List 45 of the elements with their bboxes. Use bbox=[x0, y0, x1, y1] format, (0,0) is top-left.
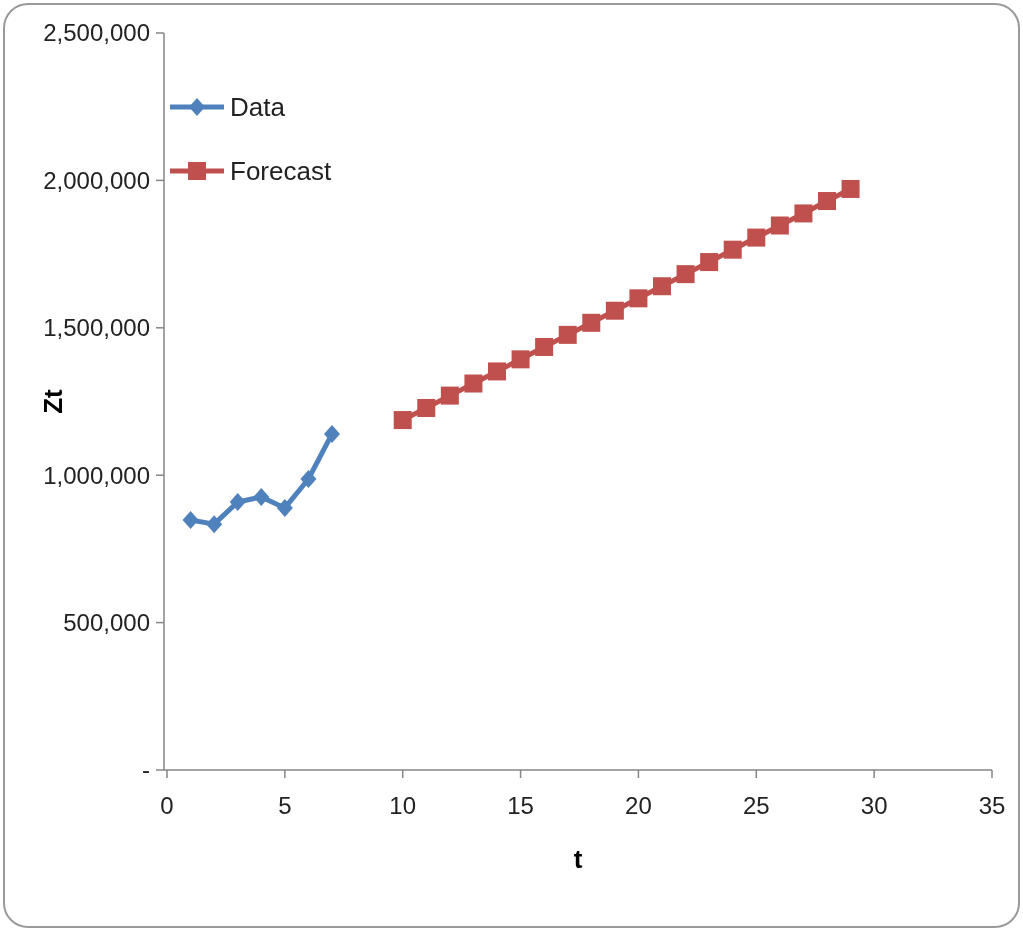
point bbox=[253, 488, 270, 507]
point bbox=[723, 240, 742, 259]
y-axis-title: Zt bbox=[38, 388, 68, 414]
legend-label: Forecast bbox=[230, 156, 332, 187]
y-tick-label: 2,500,000 bbox=[43, 19, 150, 47]
x-tick-label: 25 bbox=[742, 792, 770, 819]
point bbox=[653, 277, 671, 296]
point bbox=[818, 192, 836, 211]
point bbox=[417, 398, 436, 417]
x-tick-label: 35 bbox=[978, 792, 1006, 819]
point bbox=[182, 511, 199, 530]
point bbox=[700, 253, 719, 272]
x-tick-label: 0 bbox=[160, 792, 174, 819]
x-tick-label: 30 bbox=[860, 792, 888, 819]
point bbox=[206, 515, 223, 534]
x-tick-label: 10 bbox=[389, 792, 417, 819]
point bbox=[629, 289, 648, 308]
point bbox=[676, 265, 695, 284]
y-tick-label: 2,000,000 bbox=[43, 166, 150, 194]
point bbox=[841, 179, 860, 198]
x-tick-label: 20 bbox=[625, 792, 652, 819]
point bbox=[393, 411, 412, 430]
point bbox=[440, 386, 459, 405]
point bbox=[276, 498, 293, 517]
point bbox=[229, 493, 246, 512]
y-tick-label: 1,000,000 bbox=[43, 461, 150, 489]
point bbox=[535, 337, 554, 356]
point bbox=[605, 301, 624, 320]
point bbox=[511, 350, 530, 369]
point bbox=[794, 204, 813, 223]
x-tick-label: 15 bbox=[507, 792, 534, 819]
y-tick-label: - bbox=[142, 756, 150, 784]
legend-label: Data bbox=[230, 92, 286, 123]
point bbox=[488, 362, 506, 381]
point bbox=[582, 313, 601, 332]
point bbox=[558, 325, 577, 344]
y-tick-label: 1,500,000 bbox=[43, 314, 150, 342]
point bbox=[464, 374, 483, 393]
y-tick-label: 500,000 bbox=[63, 609, 150, 636]
point bbox=[300, 470, 317, 489]
point bbox=[770, 216, 789, 235]
x-tick-label: 5 bbox=[278, 792, 292, 819]
point bbox=[747, 228, 766, 247]
point bbox=[324, 424, 340, 443]
x-axis-title: t bbox=[573, 844, 583, 874]
